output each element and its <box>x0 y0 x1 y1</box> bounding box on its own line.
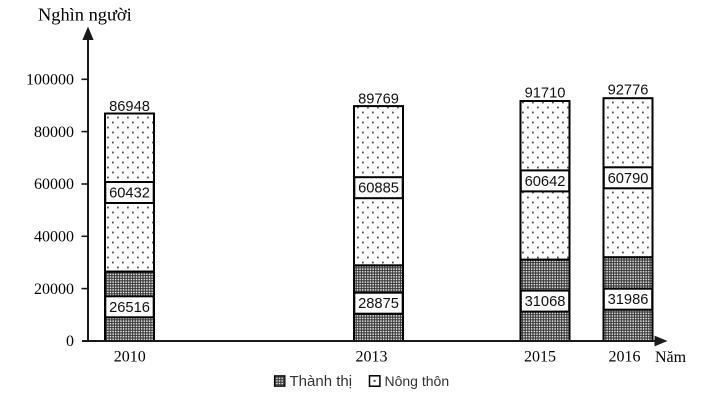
svg-text:Thành thị: Thành thị <box>290 373 353 390</box>
svg-text:86948: 86948 <box>109 99 150 115</box>
svg-text:28875: 28875 <box>358 296 399 312</box>
svg-text:0: 0 <box>66 333 74 350</box>
svg-text:2016: 2016 <box>609 349 641 366</box>
svg-text:60790: 60790 <box>608 171 649 187</box>
svg-text:Nghìn người: Nghìn người <box>38 5 132 25</box>
svg-text:60885: 60885 <box>358 181 399 197</box>
svg-text:60642: 60642 <box>525 174 566 190</box>
svg-text:80000: 80000 <box>34 124 74 141</box>
svg-text:2010: 2010 <box>114 349 146 366</box>
svg-text:Nông thôn: Nông thôn <box>385 373 450 389</box>
svg-text:89769: 89769 <box>358 92 399 108</box>
svg-text:60000: 60000 <box>34 176 74 193</box>
svg-text:26516: 26516 <box>109 300 150 316</box>
svg-text:91710: 91710 <box>525 85 566 101</box>
svg-text:40000: 40000 <box>34 229 74 246</box>
svg-text:2013: 2013 <box>356 349 388 366</box>
svg-text:31986: 31986 <box>608 292 649 308</box>
svg-text:60432: 60432 <box>109 186 150 202</box>
svg-text:92776: 92776 <box>608 83 649 99</box>
svg-text:2015: 2015 <box>524 349 556 366</box>
svg-text:20000: 20000 <box>34 281 74 298</box>
svg-text:Năm: Năm <box>655 349 687 366</box>
svg-text:100000: 100000 <box>26 72 74 89</box>
svg-text:31068: 31068 <box>525 294 566 310</box>
